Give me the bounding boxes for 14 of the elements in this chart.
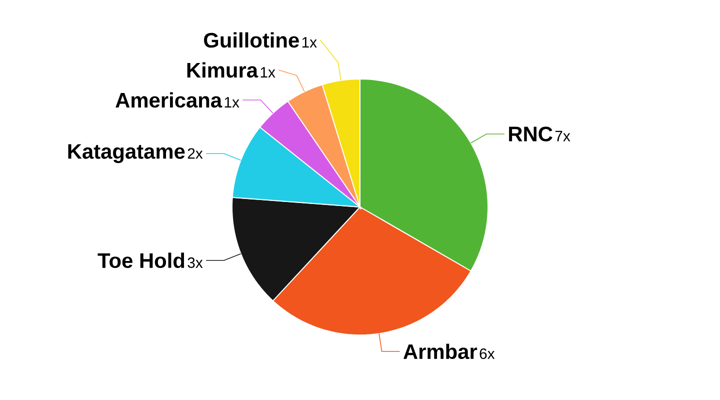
data-label: 2x	[188, 148, 203, 159]
slice-label: RNC	[509, 126, 552, 142]
data-label: 1x	[260, 67, 276, 78]
slice-label: Katagatame	[68, 144, 185, 164]
data-label: 1x	[224, 97, 240, 108]
slice-label: Armbar	[403, 344, 478, 360]
slice-label: Americana	[116, 92, 222, 108]
slice-label: Kimura	[187, 62, 258, 78]
data-label: 6x	[480, 348, 495, 359]
data-label: 3x	[188, 257, 203, 268]
slice-label: Toe Hold	[98, 252, 184, 268]
data-label: 1x	[302, 37, 317, 48]
data-label: 7x	[555, 130, 570, 142]
slice-label: Guillotine	[204, 32, 299, 48]
